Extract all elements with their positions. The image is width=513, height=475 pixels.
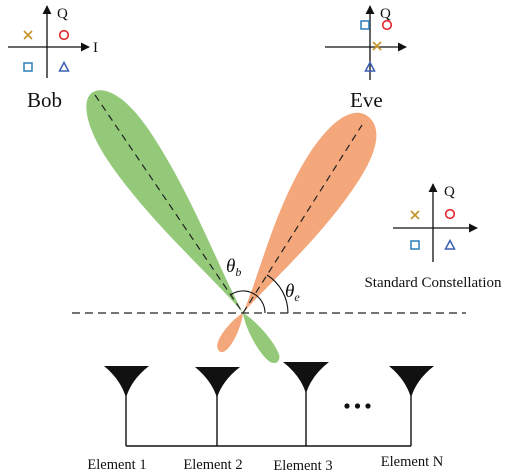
eve-label: Eve xyxy=(350,88,383,112)
element-2-label: Element 2 xyxy=(183,457,242,473)
eve-beam-axis xyxy=(242,124,363,314)
standard-constellation: Q Standard Constellation xyxy=(364,183,502,291)
standard-triangle-symbol xyxy=(444,238,456,250)
theta-b-subscript: b xyxy=(235,265,241,279)
bob-q-label: Q xyxy=(57,6,68,22)
bob-square-symbol xyxy=(23,62,33,72)
bob-cross-symbol xyxy=(23,30,33,40)
bob-label: Bob xyxy=(27,88,62,112)
standard-q-label: Q xyxy=(444,184,455,200)
theta-e-arc xyxy=(266,274,289,314)
element-3-label: Element 3 xyxy=(273,458,332,474)
theta-b-symbol: θ xyxy=(226,256,235,277)
bob-beam-axis xyxy=(94,94,244,314)
eve-square-symbol xyxy=(360,20,370,30)
antenna-element-n-icon xyxy=(389,366,434,398)
bob-main-lobe xyxy=(86,90,243,313)
antenna-element-2-icon xyxy=(195,367,240,398)
ellipsis-dots xyxy=(344,403,371,409)
bob-circle-symbol xyxy=(58,29,70,41)
element-1-label: Element 1 xyxy=(87,457,146,473)
eve-triangle-symbol xyxy=(364,60,376,72)
standard-constellation-label: Standard Constellation xyxy=(364,275,502,291)
bob-triangle-symbol xyxy=(58,60,70,72)
theta-e-label: θe xyxy=(285,281,300,304)
theta-b-label: θb xyxy=(226,256,241,279)
eve-back-lobe xyxy=(217,313,243,353)
bob-back-lobe xyxy=(243,313,280,364)
theta-b-arc xyxy=(230,290,266,314)
bob-i-label: I xyxy=(93,40,98,56)
antenna-array: Element 1 Element 2 Element 3 Element N xyxy=(87,362,444,474)
theta-e-symbol: θ xyxy=(285,281,294,302)
eve-constellation: Q Eve xyxy=(325,5,407,112)
eve-circle-symbol xyxy=(381,19,393,31)
standard-circle-symbol xyxy=(444,208,456,220)
element-n-label: Element N xyxy=(381,454,444,470)
eve-cross-symbol xyxy=(372,41,382,51)
eve-main-lobe xyxy=(243,112,377,313)
standard-cross-symbol xyxy=(410,210,420,220)
bob-constellation: Q I Bob xyxy=(8,5,98,112)
theta-e-subscript: e xyxy=(294,290,300,304)
antenna-element-3-icon xyxy=(283,362,329,394)
eve-q-label: Q xyxy=(380,6,391,22)
antenna-element-1-icon xyxy=(104,366,149,398)
standard-square-symbol xyxy=(410,240,420,250)
